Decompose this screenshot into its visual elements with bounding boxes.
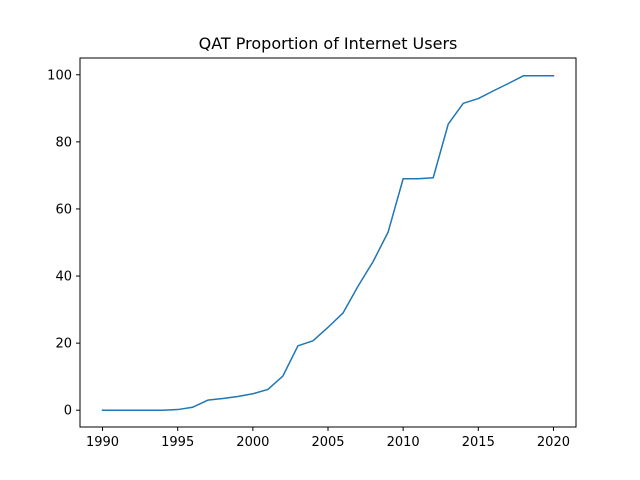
x-tick-label: 1990: [86, 435, 119, 450]
y-tick-label: 40: [55, 270, 72, 285]
y-tick-label: 100: [47, 68, 72, 83]
y-tick-label: 0: [64, 404, 72, 419]
x-tick-label: 2015: [462, 435, 495, 450]
x-tick-label: 2005: [311, 435, 344, 450]
x-tick-label: 1995: [161, 435, 194, 450]
series-line: [101, 75, 555, 411]
chart-title: QAT Proportion of Internet Users: [199, 34, 458, 53]
y-tick-label: 80: [55, 135, 72, 150]
plot-area: [101, 75, 555, 411]
y-tick-label: 60: [55, 202, 72, 217]
y-tick-label: 20: [55, 337, 72, 352]
axes: 1990 1995 2000 2005 2010 2015 2020 0 20 40 60 80 100: [47, 57, 577, 450]
axes-frame: [79, 57, 577, 428]
x-tick-label: 2010: [387, 435, 420, 450]
x-tick-label: 2000: [236, 435, 269, 450]
x-tick-label: 2020: [537, 435, 570, 450]
